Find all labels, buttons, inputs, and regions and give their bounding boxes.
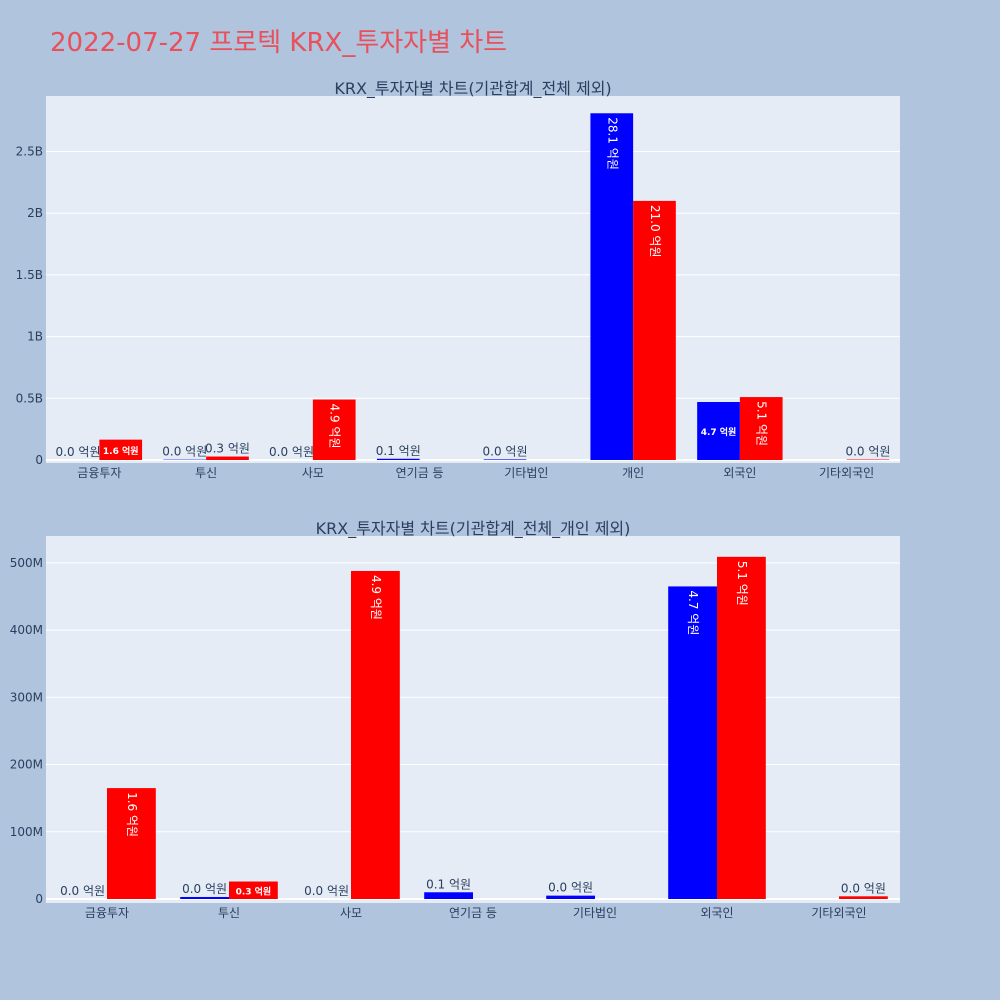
y-tick-label: 0 <box>35 892 43 906</box>
bar <box>483 459 527 460</box>
bar <box>99 439 143 460</box>
y-tick-label: 100M <box>10 825 43 839</box>
bar <box>739 397 783 460</box>
y-tick-label: 0 <box>35 453 43 467</box>
data-label: 0.3 억원 <box>236 885 272 897</box>
y-tick-label: 2.5B <box>16 145 43 159</box>
bar <box>312 399 356 460</box>
page-title: 2022-07-27 프로텍 KRX_투자자별 차트 <box>50 28 508 58</box>
data-label: 4.7 억원 <box>701 426 737 438</box>
data-label: 0.0 억원 <box>845 445 890 459</box>
data-label: 0.0 억원 <box>304 884 349 898</box>
bar <box>839 896 888 899</box>
data-label: 0.0 억원 <box>182 882 227 896</box>
x-tick-label: 투신 <box>218 906 240 920</box>
y-tick-label: 1B <box>27 330 43 344</box>
subplot-title: KRX_투자자별 차트(기관합계_전체 제외) <box>334 79 611 99</box>
y-tick-label: 0.5B <box>16 391 43 405</box>
chart-2: 0 100M 200M 300M 400M 500M KRX_투자자별 차트(기관합계_전체… <box>10 519 900 920</box>
data-label: 0.0 억원 <box>56 445 101 459</box>
bar <box>351 570 400 899</box>
bar <box>590 113 634 461</box>
bar <box>424 892 473 899</box>
bar <box>697 402 740 460</box>
x-tick-label: 사모 <box>302 466 324 480</box>
chart-1: 0 0.5B 1B 1.5B 2B 2.5B KRX_투자자별 차트(기관합계_전체 제외)… <box>16 79 900 480</box>
x-tick-label: 사모 <box>340 906 362 920</box>
data-label: 0.1 억원 <box>426 877 471 891</box>
data-label: 0.0 억원 <box>841 881 886 895</box>
bar <box>229 881 278 899</box>
x-tick-label: 기타법인 <box>573 906 617 920</box>
data-label: 21.0 억원 <box>648 205 662 258</box>
bar <box>180 896 229 899</box>
bar <box>376 458 420 460</box>
y-tick-label: 300M <box>10 690 43 704</box>
data-label: 4.7 억원 <box>686 590 700 635</box>
x-tick-label: 금융투자 <box>77 466 121 480</box>
data-label: 28.1 억원 <box>605 117 619 170</box>
x-tick-label: 기타외국인 <box>811 906 866 920</box>
data-label: 0.0 억원 <box>162 445 207 459</box>
bar <box>717 556 766 899</box>
bar <box>107 788 156 899</box>
x-tick-label: 투신 <box>195 466 217 480</box>
x-tick-label: 기타법인 <box>504 466 548 480</box>
x-tick-label: 외국인 <box>700 906 733 920</box>
data-label: 5.1 억원 <box>755 401 769 446</box>
data-label: 0.3 억원 <box>205 442 250 456</box>
x-tick-label: 연기금 등 <box>396 466 444 480</box>
x-tick-label: 기타외국인 <box>819 466 874 480</box>
data-label: 5.1 억원 <box>735 561 749 606</box>
bar <box>546 895 595 899</box>
data-label: 4.9 억원 <box>369 575 383 620</box>
data-label: 1.6 억원 <box>103 445 139 457</box>
data-label: 0.0 억원 <box>548 881 593 895</box>
y-tick-label: 2B <box>27 206 43 220</box>
x-tick-label: 외국인 <box>723 466 756 480</box>
y-tick-label: 400M <box>10 623 43 637</box>
subplot-title: KRX_투자자별 차트(기관합계_전체_개인 제외) <box>316 519 631 539</box>
bar <box>633 200 676 461</box>
bar <box>668 586 717 899</box>
data-label: 0.0 억원 <box>269 445 314 459</box>
data-label: 0.1 억원 <box>376 444 421 458</box>
plot-area <box>46 536 900 903</box>
data-label: 4.9 억원 <box>328 404 342 449</box>
data-label: 1.6 억원 <box>125 792 139 837</box>
data-label: 0.0 억원 <box>483 444 528 458</box>
x-tick-label: 금융투자 <box>85 906 129 920</box>
bar <box>206 456 249 460</box>
y-tick-label: 1.5B <box>16 268 43 282</box>
y-tick-label: 500M <box>10 556 43 570</box>
x-tick-label: 연기금 등 <box>449 906 497 920</box>
x-tick-label: 개인 <box>622 466 644 480</box>
data-label: 0.0 억원 <box>60 884 105 898</box>
y-tick-label: 200M <box>10 758 43 772</box>
